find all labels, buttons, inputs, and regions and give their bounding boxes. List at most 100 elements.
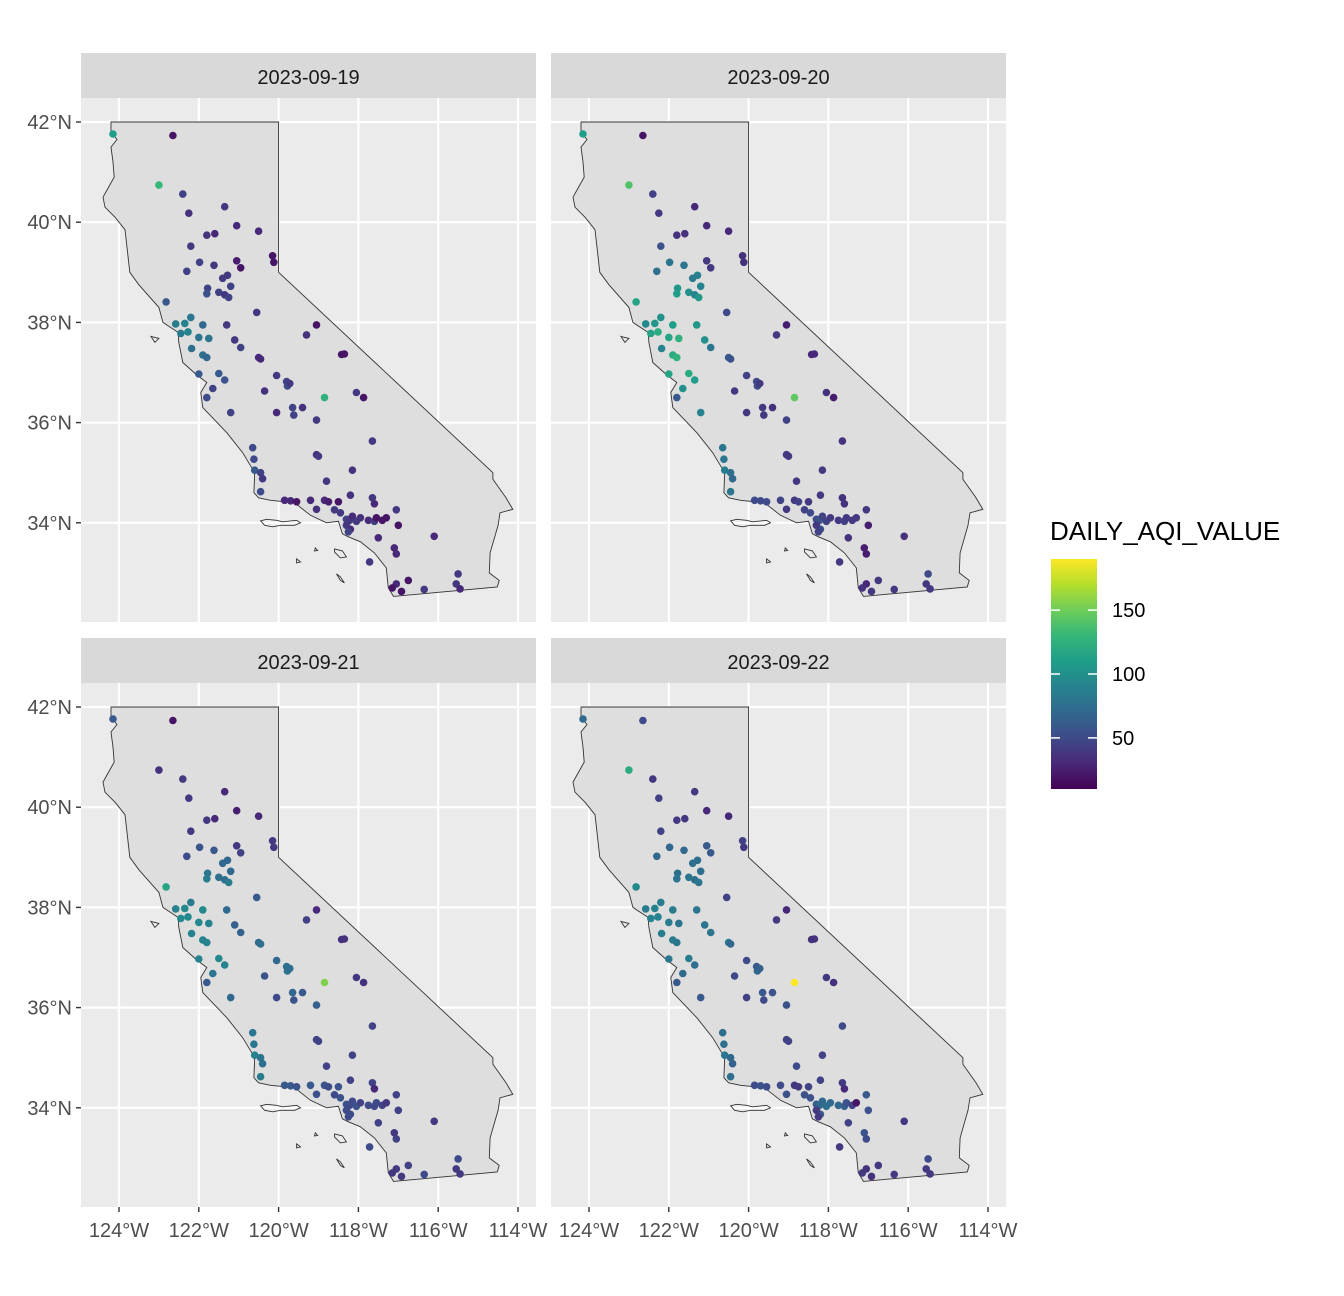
monitor-point xyxy=(187,929,196,938)
monitor-point xyxy=(740,258,748,267)
monitor-point xyxy=(782,505,791,514)
monitor-point xyxy=(924,570,932,578)
monitor-point xyxy=(195,370,203,378)
monitor-point xyxy=(374,534,383,542)
monitor-point xyxy=(829,978,838,987)
monitor-point xyxy=(312,416,321,424)
monitor-point xyxy=(726,468,735,477)
monitor-point xyxy=(726,940,735,948)
monitor-point xyxy=(252,308,261,317)
monitor-point xyxy=(203,231,211,239)
monitor-point xyxy=(688,274,697,283)
legend-break-label: 100 xyxy=(1112,664,1145,686)
monitor-point xyxy=(454,1155,462,1163)
monitor-point xyxy=(641,320,650,328)
monitor-point xyxy=(722,308,731,317)
island-outline xyxy=(766,557,772,564)
island-outline xyxy=(806,573,815,584)
monitor-point xyxy=(657,313,665,322)
monitor-point xyxy=(834,516,843,525)
monitor-point xyxy=(838,1022,847,1030)
legend-break-label: 150 xyxy=(1112,600,1145,622)
monitor-point xyxy=(852,514,861,522)
monitor-point xyxy=(322,1062,331,1070)
monitor-point xyxy=(224,293,233,302)
monitor-point xyxy=(864,521,873,530)
monitor-point xyxy=(195,333,203,342)
monitor-point xyxy=(109,130,117,138)
monitor-point xyxy=(690,961,699,969)
monitor-point xyxy=(256,468,265,477)
monitor-point xyxy=(258,474,267,483)
island-outline xyxy=(149,920,160,929)
monitor-point xyxy=(926,1170,934,1178)
monitor-point xyxy=(726,1072,735,1081)
monitor-point xyxy=(673,875,681,883)
monitor-point xyxy=(696,867,705,876)
island-outline xyxy=(259,518,302,528)
monitor-point xyxy=(724,812,733,820)
monitor-point xyxy=(330,506,339,514)
island-outline xyxy=(804,548,818,559)
monitor-point xyxy=(392,506,401,514)
island-outline xyxy=(334,1133,348,1144)
monitor-point xyxy=(209,969,217,978)
island-outline xyxy=(149,335,160,344)
island-outline xyxy=(804,1133,818,1144)
monitor-point xyxy=(654,913,662,921)
x-tick-label: 122°W xyxy=(639,1220,699,1242)
monitor-point xyxy=(230,921,239,929)
monitor-point xyxy=(250,1051,259,1059)
monitor-point xyxy=(844,534,853,542)
monitor-point xyxy=(665,333,673,342)
monitor-point xyxy=(806,509,815,517)
monitor-point xyxy=(822,973,831,982)
monitor-point xyxy=(692,321,701,329)
monitor-point xyxy=(236,343,245,352)
monitor-point xyxy=(388,1169,397,1177)
monitor-point xyxy=(359,393,368,402)
island-outline xyxy=(619,335,630,344)
island-outline xyxy=(336,573,345,584)
monitor-point xyxy=(256,355,265,363)
monitor-point xyxy=(657,929,666,938)
monitor-point xyxy=(109,715,117,723)
monitor-point xyxy=(177,914,185,923)
monitor-point xyxy=(232,257,241,265)
monitor-point xyxy=(187,898,195,907)
monitor-point xyxy=(794,1083,803,1091)
monitor-point xyxy=(370,500,379,508)
monitor-point xyxy=(782,1090,791,1099)
island-outline xyxy=(806,1158,815,1169)
island-outline xyxy=(729,1103,772,1113)
island-outline xyxy=(336,1158,345,1169)
monitor-point xyxy=(818,1051,827,1059)
monitor-point xyxy=(579,715,587,723)
facet-strip xyxy=(81,638,536,683)
monitor-point xyxy=(728,1059,737,1068)
monitor-point xyxy=(220,961,229,969)
monitor-point xyxy=(784,1037,793,1045)
monitor-point xyxy=(171,320,180,328)
monitor-point xyxy=(814,1113,823,1121)
monitor-point xyxy=(838,437,847,445)
monitor-point xyxy=(456,1170,464,1178)
monitor-point xyxy=(290,996,298,1004)
monitor-point xyxy=(272,408,281,417)
monitor-point xyxy=(890,585,898,594)
monitor-point xyxy=(665,918,673,927)
monitor-point xyxy=(784,452,793,461)
monitor-point xyxy=(392,1091,401,1099)
monitor-point xyxy=(806,1094,815,1102)
monitor-point xyxy=(756,1082,765,1090)
monitor-point xyxy=(179,190,187,198)
monitor-point xyxy=(867,1172,876,1181)
x-tick-label: 116°W xyxy=(409,1220,468,1242)
monitor-point xyxy=(804,498,813,506)
monitor-point xyxy=(812,1106,821,1115)
monitor-point xyxy=(270,843,278,852)
facets-layer: 2023-09-19 2023-09-20 2023-09-21 2023-09-22 xyxy=(81,53,1006,1207)
monitor-point xyxy=(324,498,333,506)
x-tick-label: 124°W xyxy=(559,1220,619,1242)
